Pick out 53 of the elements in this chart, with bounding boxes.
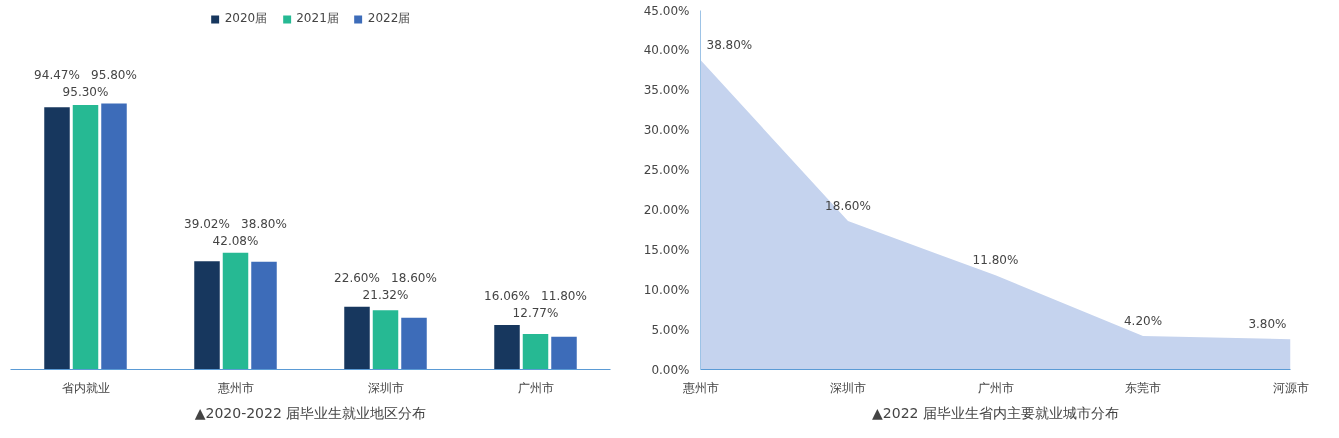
legend-label: 2020届 bbox=[224, 10, 268, 27]
x-tick-label: 深圳市 bbox=[830, 380, 866, 395]
text: ▲2022 届毕业生省内主要就业城市分布 bbox=[872, 404, 1119, 421]
y-tick-label: 20.00% bbox=[643, 202, 690, 217]
y-tick-label: 45.00% bbox=[643, 3, 690, 18]
data-label: 38.80% bbox=[241, 216, 287, 231]
bar bbox=[194, 261, 220, 370]
bar bbox=[101, 103, 127, 370]
bar bbox=[251, 261, 277, 370]
y-tick-label: 0.00% bbox=[651, 362, 690, 377]
x-tick-label: 东莞市 bbox=[1125, 380, 1161, 395]
y-tick-label: 15.00% bbox=[643, 242, 690, 257]
data-label: 39.02% bbox=[184, 216, 230, 231]
y-tick-label: 10.00% bbox=[643, 282, 690, 297]
bar bbox=[551, 336, 577, 370]
data-label: 95.80% bbox=[91, 67, 137, 82]
data-label: 95.30% bbox=[62, 84, 109, 99]
data-label: 16.06% bbox=[484, 288, 530, 303]
bar bbox=[401, 317, 427, 370]
x-tick-label: 省内就业 bbox=[61, 380, 110, 395]
data-label: 94.47% bbox=[34, 67, 80, 82]
data-label: 22.60% bbox=[334, 270, 380, 285]
x-tick-label: 深圳市 bbox=[367, 380, 404, 395]
data-label: 11.80% bbox=[541, 288, 587, 303]
y-tick-label: 40.00% bbox=[643, 43, 690, 58]
y-tick-label: 5.00% bbox=[651, 322, 690, 337]
x-tick-label: 惠州市 bbox=[681, 380, 719, 395]
x-tick-label: 广州市 bbox=[517, 380, 554, 395]
y-tick-label: 25.00% bbox=[643, 163, 690, 178]
bar bbox=[44, 107, 70, 370]
legend-label: 2022届 bbox=[367, 10, 411, 27]
bar bbox=[72, 104, 99, 370]
data-label: 4.20% bbox=[1123, 313, 1163, 328]
bar bbox=[494, 324, 520, 370]
data-label: 38.80% bbox=[706, 37, 753, 52]
data-label: 42.08% bbox=[212, 233, 259, 248]
data-label: 21.32% bbox=[362, 287, 409, 302]
legend-label: 2021届 bbox=[296, 10, 339, 27]
x-tick-label: 河源市 bbox=[1272, 380, 1309, 395]
bar bbox=[344, 306, 370, 370]
x-tick-label: 惠州市 bbox=[216, 380, 254, 395]
bar bbox=[372, 310, 399, 370]
y-tick-label: 30.00% bbox=[643, 123, 690, 138]
data-label: 11.80% bbox=[972, 253, 1019, 268]
x-tick-label: 广州市 bbox=[977, 380, 1014, 395]
bar bbox=[222, 252, 249, 370]
data-label: 3.80% bbox=[1248, 317, 1287, 332]
data-label: 18.60% bbox=[825, 199, 871, 214]
text: ▲2020-2022 届毕业生就业地区分布 bbox=[194, 404, 427, 421]
data-label: 18.60% bbox=[391, 270, 437, 285]
bar bbox=[522, 334, 549, 370]
data-label: 12.77% bbox=[512, 305, 559, 320]
y-tick-label: 35.00% bbox=[643, 83, 690, 98]
